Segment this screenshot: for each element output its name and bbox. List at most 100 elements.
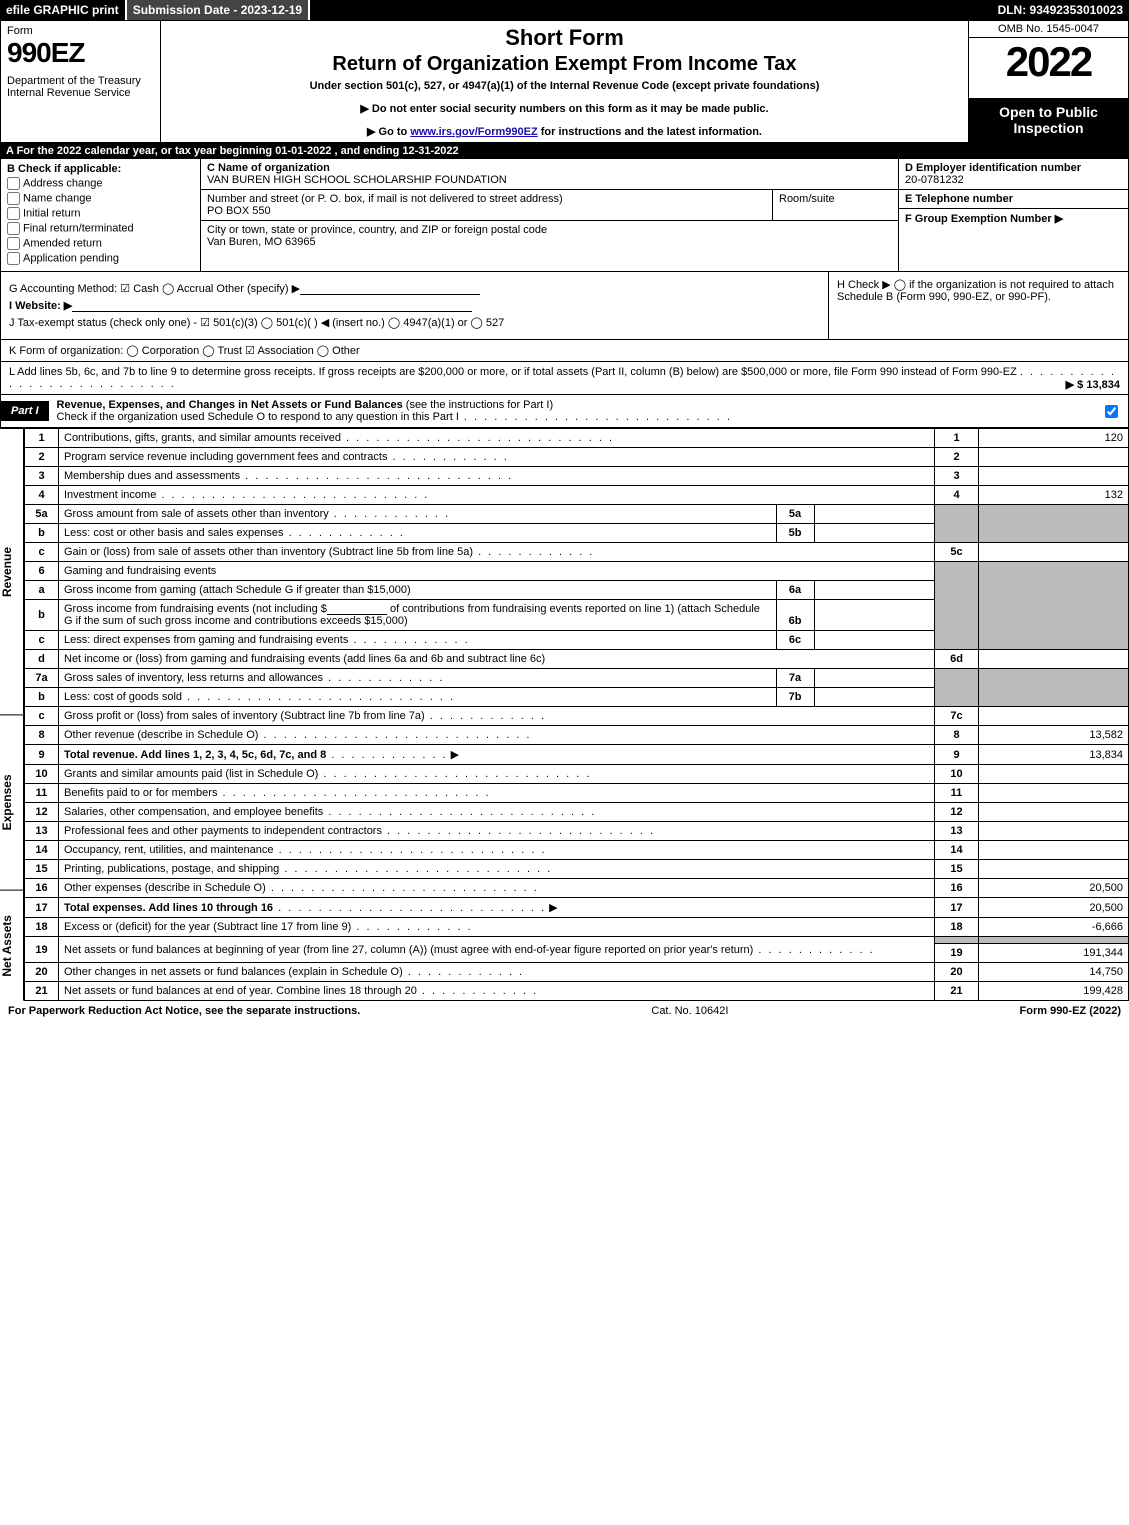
table-row: 14Occupancy, rent, utilities, and mainte… [25,841,1129,860]
group-label: F Group Exemption Number ▶ [905,212,1122,225]
table-row: 6Gaming and fundraising events [25,562,1129,581]
chk-amended-return[interactable]: Amended return [7,237,194,250]
table-row: 4Investment income4132 [25,486,1129,505]
table-row: 10Grants and similar amounts paid (list … [25,765,1129,784]
line-l-text: L Add lines 5b, 6c, and 7b to line 9 to … [9,366,1017,378]
line-j: J Tax-exempt status (check only one) - ☑… [9,316,820,329]
table-row: 9Total revenue. Add lines 1, 2, 3, 4, 5c… [25,745,1129,765]
table-row: 2Program service revenue including gover… [25,448,1129,467]
room-suite: Room/suite [772,190,892,220]
table-row: 20Other changes in net assets or fund ba… [25,963,1129,982]
table-row: 15Printing, publications, postage, and s… [25,860,1129,879]
section-a: A For the 2022 calendar year, or tax yea… [0,143,1129,159]
table-row: 12Salaries, other compensation, and empl… [25,803,1129,822]
footer-right: Form 990-EZ (2022) [1020,1005,1121,1017]
col-b: B Check if applicable: Address change Na… [1,159,201,271]
instr-pre: ▶ Go to [367,126,410,138]
col-c: C Name of organization VAN BUREN HIGH SC… [201,159,898,271]
address-label: Number and street (or P. O. box, if mail… [207,193,766,205]
header-center: Short Form Return of Organization Exempt… [161,21,968,142]
org-name-row: C Name of organization VAN BUREN HIGH SC… [201,159,898,190]
table-row: cGross profit or (loss) from sales of in… [25,707,1129,726]
table-row: 21Net assets or fund balances at end of … [25,982,1129,1001]
table-row: 16Other expenses (describe in Schedule O… [25,879,1129,898]
part1-check[interactable] [1098,405,1128,418]
org-name: VAN BUREN HIGH SCHOOL SCHOLARSHIP FOUNDA… [207,174,892,186]
form-number: 990EZ [7,37,154,69]
form-header: Form 990EZ Department of the Treasury In… [0,20,1129,143]
chk-name-change[interactable]: Name change [7,192,194,205]
instruction-ssn: ▶ Do not enter social security numbers o… [169,102,960,115]
subtitle: Under section 501(c), 527, or 4947(a)(1)… [169,80,960,92]
ein-cell: D Employer identification number 20-0781… [899,159,1128,190]
header-right: OMB No. 1545-0047 2022 Open to Public In… [968,21,1128,142]
tel-label: E Telephone number [905,193,1122,205]
address-row: Number and street (or P. O. box, if mail… [201,190,898,221]
col-b-header: B Check if applicable: [7,163,194,175]
line-l: L Add lines 5b, 6c, and 7b to line 9 to … [0,362,1129,395]
title-short-form: Short Form [169,25,960,51]
table-row: 3Membership dues and assessments3 [25,467,1129,486]
tel-cell: E Telephone number [899,190,1128,209]
table-row: 13Professional fees and other payments t… [25,822,1129,841]
ghij-block: G Accounting Method: ☑ Cash ◯ Accrual Ot… [0,272,1129,340]
city-label: City or town, state or province, country… [207,224,892,236]
city-row: City or town, state or province, country… [201,221,898,251]
instruction-link: ▶ Go to www.irs.gov/Form990EZ for instru… [169,125,960,138]
table-row: 7aGross sales of inventory, less returns… [25,669,1129,688]
table-row: 1Contributions, gifts, grants, and simil… [25,429,1129,448]
table-row: 11Benefits paid to or for members11 [25,784,1129,803]
chk-application-pending[interactable]: Application pending [7,252,194,265]
part1-tab: Part I [1,401,49,421]
ein-label: D Employer identification number [905,162,1122,174]
department: Department of the Treasury Internal Reve… [7,75,154,99]
form-label: Form [7,25,154,37]
part1-grid: Revenue Expenses Net Assets 1Contributio… [0,428,1129,1001]
group-cell: F Group Exemption Number ▶ [899,209,1128,271]
city-value: Van Buren, MO 63965 [207,236,892,248]
table-row: dNet income or (loss) from gaming and fu… [25,650,1129,669]
topbar-spacer [310,0,991,20]
tax-year: 2022 [969,38,1128,86]
top-bar: efile GRAPHIC print Submission Date - 20… [0,0,1129,20]
table-row: 17Total expenses. Add lines 10 through 1… [25,898,1129,918]
irs-link[interactable]: www.irs.gov/Form990EZ [410,126,537,138]
part1-title: Revenue, Expenses, and Changes in Net As… [49,395,1098,427]
ein-value: 20-0781232 [905,174,1122,186]
header-left: Form 990EZ Department of the Treasury In… [1,21,161,142]
identity-block: B Check if applicable: Address change Na… [0,159,1129,272]
org-name-label: C Name of organization [207,162,892,174]
side-netassets: Net Assets [0,890,24,1001]
table-row: 8Other revenue (describe in Schedule O)8… [25,726,1129,745]
chk-address-change[interactable]: Address change [7,177,194,190]
h-right: H Check ▶ ◯ if the organization is not r… [828,272,1128,339]
dln-label: DLN: 93492353010023 [992,0,1129,20]
page-footer: For Paperwork Reduction Act Notice, see … [0,1001,1129,1021]
side-labels: Revenue Expenses Net Assets [0,428,24,1001]
table-row: cGain or (loss) from sale of assets othe… [25,543,1129,562]
omb-number: OMB No. 1545-0047 [969,21,1128,38]
inspection-badge: Open to Public Inspection [969,98,1128,142]
submission-date: Submission Date - 2023-12-19 [127,0,310,20]
line-l-amount: ▶ $ 13,834 [1066,378,1120,391]
table-row: 18Excess or (deficit) for the year (Subt… [25,918,1129,937]
table-row: 19Net assets or fund balances at beginni… [25,937,1129,944]
title-return: Return of Organization Exempt From Incom… [169,53,960,76]
line-k: K Form of organization: ◯ Corporation ◯ … [0,340,1129,362]
footer-left: For Paperwork Reduction Act Notice, see … [8,1005,360,1017]
gij-left: G Accounting Method: ☑ Cash ◯ Accrual Ot… [1,272,828,339]
table-row: 5aGross amount from sale of assets other… [25,505,1129,524]
line-g: G Accounting Method: ☑ Cash ◯ Accrual Ot… [9,282,820,295]
line-i: I Website: ▶ [9,299,820,312]
chk-initial-return[interactable]: Initial return [7,207,194,220]
col-def: D Employer identification number 20-0781… [898,159,1128,271]
instr-post: for instructions and the latest informat… [538,126,762,138]
efile-label[interactable]: efile GRAPHIC print [0,0,127,20]
side-expenses: Expenses [0,714,24,890]
side-revenue: Revenue [0,428,24,714]
part1-header: Part I Revenue, Expenses, and Changes in… [0,395,1129,428]
chk-final-return[interactable]: Final return/terminated [7,222,194,235]
footer-mid: Cat. No. 10642I [651,1005,728,1017]
address-value: PO BOX 550 [207,205,766,217]
lines-table: 1Contributions, gifts, grants, and simil… [24,428,1129,1001]
